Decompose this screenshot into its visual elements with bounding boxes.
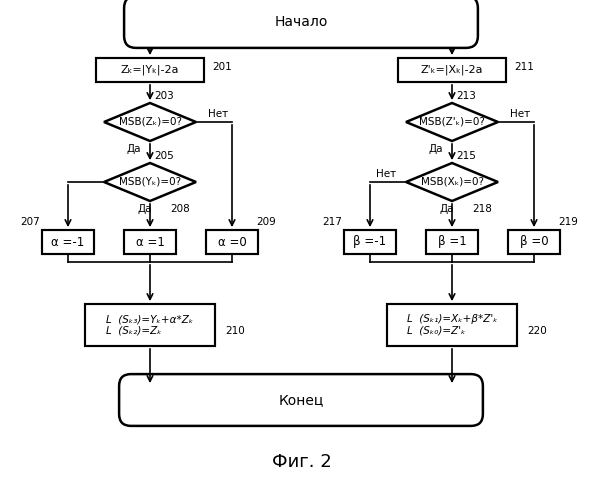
Text: β =1: β =1 [438,236,466,248]
Bar [398,58,506,82]
Bar [206,230,258,254]
Text: MSB(Yₖ)=0?: MSB(Yₖ)=0? [119,177,181,187]
Bar [42,230,94,254]
Text: MSB(Zₖ)=0?: MSB(Zₖ)=0? [119,117,182,127]
Text: Да: Да [127,144,141,154]
Text: L  (Sₖ₁)=Xₖ+β*Z'ₖ
L  (Sₖ₀)=Z'ₖ: L (Sₖ₁)=Xₖ+β*Z'ₖ L (Sₖ₀)=Z'ₖ [406,314,497,336]
Bar [124,230,176,254]
Text: 207: 207 [20,217,40,227]
Text: 211: 211 [514,62,534,72]
Text: Да: Да [440,204,454,214]
Text: α =-1: α =-1 [51,236,84,248]
Polygon shape [104,103,196,141]
FancyBboxPatch shape [124,0,478,48]
Bar [85,304,215,346]
Bar [508,230,560,254]
Text: Нет: Нет [208,109,228,119]
Polygon shape [104,163,196,201]
Text: 215: 215 [456,151,476,161]
Text: β =0: β =0 [520,236,548,248]
Text: 205: 205 [154,151,174,161]
Polygon shape [406,163,498,201]
Text: Да: Да [137,204,152,214]
Text: Конец: Конец [279,393,324,407]
Text: 219: 219 [558,217,578,227]
Text: 210: 210 [225,326,245,336]
Text: Нет: Нет [376,169,396,179]
Text: α =0: α =0 [218,236,247,248]
Text: Да: Да [429,144,443,154]
Text: 209: 209 [256,217,276,227]
Text: 208: 208 [170,204,190,214]
FancyBboxPatch shape [119,374,483,426]
Bar [426,230,478,254]
Polygon shape [406,103,498,141]
Bar [96,58,204,82]
Text: 201: 201 [212,62,232,72]
Text: 213: 213 [456,91,476,101]
Text: α =1: α =1 [136,236,165,248]
Text: MSB(Z'ₖ)=0?: MSB(Z'ₖ)=0? [419,117,485,127]
Text: MSB(Xₖ)=0?: MSB(Xₖ)=0? [420,177,484,187]
Text: L  (Sₖ₃)=Yₖ+α*Zₖ
L  (Sₖ₂)=Zₖ: L (Sₖ₃)=Yₖ+α*Zₖ L (Sₖ₂)=Zₖ [106,314,194,336]
Text: Нет: Нет [510,109,530,119]
Text: 220: 220 [527,326,547,336]
Text: 217: 217 [322,217,342,227]
Text: Zₖ=|Yₖ|-2a: Zₖ=|Yₖ|-2a [121,64,179,75]
Text: 203: 203 [154,91,174,101]
Bar [344,230,396,254]
Text: Z'ₖ=|Xₖ|-2a: Z'ₖ=|Xₖ|-2a [421,64,483,75]
Text: β =-1: β =-1 [353,236,387,248]
Text: 218: 218 [472,204,492,214]
Text: Начало: Начало [274,15,327,29]
Text: Фиг. 2: Фиг. 2 [271,453,332,471]
Bar [387,304,517,346]
